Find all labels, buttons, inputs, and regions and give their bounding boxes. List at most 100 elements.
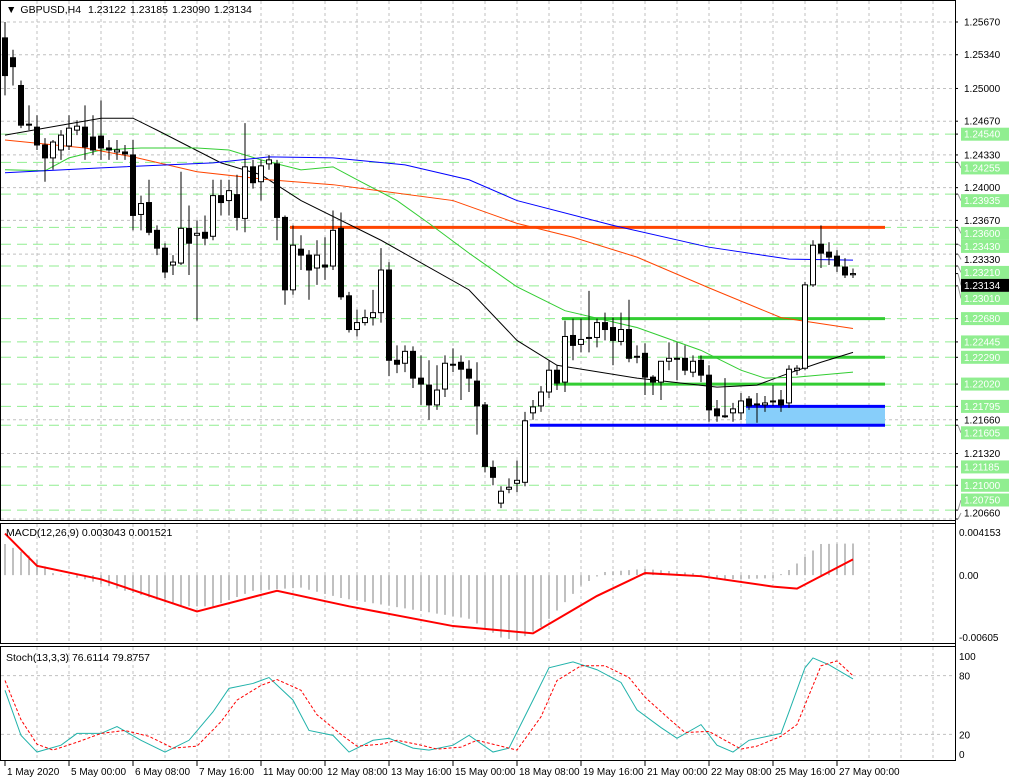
candle-body [810, 244, 816, 286]
candle-body [498, 490, 504, 504]
candle-body [434, 389, 440, 406]
candle-body [378, 269, 384, 314]
candle-body [202, 231, 208, 239]
candle [2, 22, 8, 96]
candle-body [58, 134, 64, 151]
candle-body [642, 352, 648, 378]
candle [562, 320, 568, 393]
candle [210, 179, 216, 241]
time-axis-label: 18 May 08:00 [519, 767, 580, 778]
candle [802, 281, 808, 371]
level-price-label: 1.21000 [964, 481, 1001, 492]
current-price-label: 1.23134 [964, 281, 1001, 292]
candle-body [50, 141, 56, 159]
level-price-label: 1.24255 [964, 163, 1001, 174]
candle [778, 390, 784, 412]
level-price-label: 1.23935 [964, 196, 1001, 207]
candle [474, 362, 480, 435]
price-axis-label: 1.25340 [964, 50, 1001, 61]
candle [418, 355, 424, 405]
price-axis-label: 1.23670 [964, 216, 1001, 227]
candle-body [786, 368, 792, 404]
candle-body [722, 415, 728, 418]
candle [514, 460, 520, 493]
candles [2, 22, 856, 509]
candle-body [658, 360, 664, 383]
ohlc-close: 1.23134 [213, 4, 252, 16]
ohlc-open: 1.23122 [88, 4, 126, 16]
stoch-signal-line [4, 660, 854, 751]
chart-header: ▼ GBPUSD,H4 1.23122 1.23185 1.23090 1.23134 [6, 4, 256, 16]
time-axis-label: 21 May 00:00 [647, 767, 708, 778]
candle [354, 309, 360, 337]
time-axis-label: 13 May 16:00 [391, 767, 452, 778]
candle [754, 393, 760, 423]
candle-body [778, 399, 784, 406]
candle [234, 174, 240, 231]
candle-body [194, 232, 200, 236]
candle-body [466, 368, 472, 379]
candle [314, 240, 320, 285]
candle-body [2, 37, 8, 77]
macd-axis-label: 0.004153 [959, 528, 1001, 539]
candle [834, 250, 840, 272]
time-axis-label: 7 May 16:00 [199, 767, 254, 778]
level-price-label-bg [961, 312, 1009, 326]
level-price-label-bg [961, 226, 1009, 240]
level-price-label: 1.21185 [964, 462, 1000, 473]
candle [66, 115, 72, 150]
candle-body [362, 317, 368, 324]
candle [826, 242, 832, 266]
candle-body [762, 402, 768, 406]
level-price-label: 1.23430 [964, 242, 1001, 253]
candle-body [714, 408, 720, 417]
candle-body [578, 338, 584, 345]
level-price-label-bg [961, 127, 1009, 141]
candle [810, 240, 816, 287]
candle-body [666, 357, 672, 362]
candle [538, 386, 544, 412]
candle [818, 225, 824, 269]
candle [482, 401, 488, 473]
level-price-label-leader [957, 193, 962, 201]
candle [194, 220, 200, 321]
current-price-label-leader [957, 273, 962, 286]
candle-body [90, 136, 96, 151]
candle [634, 345, 640, 364]
candle [850, 268, 856, 278]
candle [650, 375, 656, 395]
candle [402, 345, 408, 373]
candle-body [298, 248, 304, 256]
candle-body [242, 166, 248, 219]
candle [362, 309, 368, 326]
price-axis-label: 1.24000 [964, 183, 1001, 194]
symbol-label: GBPUSD,H4 [20, 4, 82, 16]
candle [114, 140, 120, 160]
candle [58, 130, 64, 160]
candle [466, 360, 472, 393]
candle-body [106, 147, 112, 151]
ohlc-low: 1.23090 [171, 4, 210, 16]
candle [522, 411, 528, 487]
candle-body [450, 363, 456, 366]
time-axis-label: 5 May 00:00 [71, 767, 126, 778]
candle-body [258, 165, 264, 183]
collapse-triangle-icon[interactable]: ▼ [6, 4, 17, 16]
candle-body [698, 359, 704, 376]
candle-body [442, 362, 448, 390]
candle [458, 355, 464, 400]
candle-body [146, 202, 152, 233]
candle-body [458, 361, 464, 370]
macd-signal-line [4, 532, 854, 635]
candle-body [346, 295, 352, 331]
candle-body [98, 135, 104, 149]
candle-body [634, 355, 640, 358]
candle [162, 243, 168, 278]
candle-body [410, 350, 416, 379]
level-price-label: 1.22445 [964, 337, 1001, 348]
candle [618, 312, 624, 346]
candle [570, 318, 576, 361]
stoch-axis-label: 100 [959, 652, 976, 663]
candle [714, 399, 720, 422]
